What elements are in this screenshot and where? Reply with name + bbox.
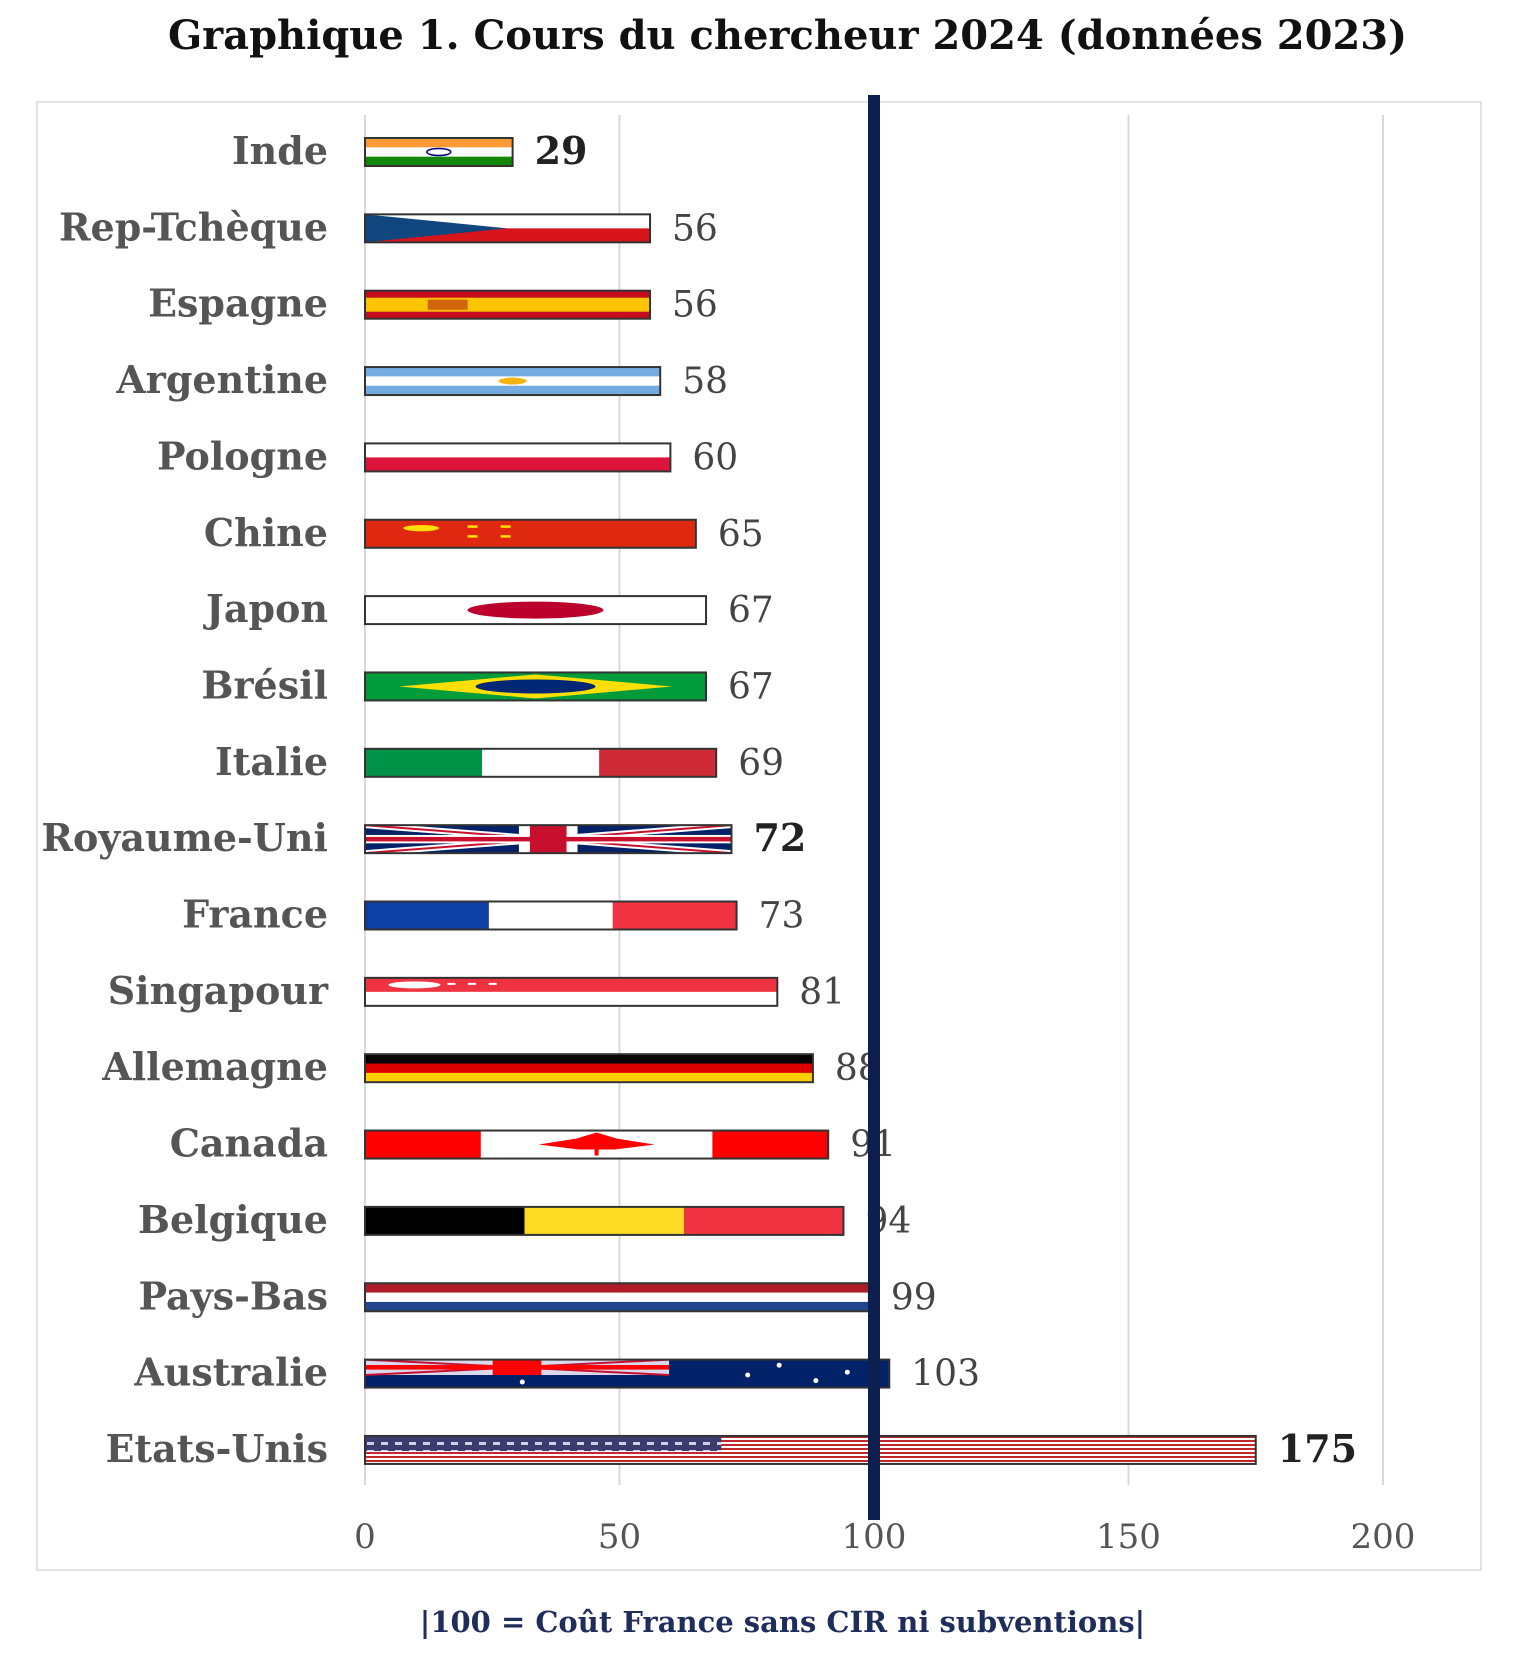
chart-title: Graphique 1. Cours du chercheur 2024 (do… [167, 12, 1408, 59]
value-label: 99 [891, 1277, 937, 1318]
bar-br-sil [364, 671, 708, 702]
bar-argentine [364, 366, 662, 397]
value-label: 65 [718, 514, 764, 555]
bar-royaume-uni [364, 824, 733, 855]
value-label: 72 [753, 815, 806, 860]
value-label: 56 [672, 285, 718, 326]
category-label: Singapour [108, 968, 329, 1013]
bar-inde [364, 137, 514, 167]
bar-france [364, 900, 738, 931]
category-label: Belgique [138, 1197, 328, 1242]
bar-pologne [364, 442, 672, 473]
bar-pays-bas [364, 1282, 870, 1313]
value-label: 103 [911, 1354, 980, 1395]
category-label: Australie [133, 1350, 328, 1395]
category-label: Royaume-Uni [41, 815, 328, 860]
bar-rep-tch-que [364, 213, 652, 244]
value-label: 29 [535, 128, 588, 173]
category-label: Chine [204, 510, 328, 555]
value-label: 67 [728, 590, 774, 631]
bar-belgique [364, 1205, 845, 1236]
category-label: Brésil [201, 662, 328, 707]
bar-etats-unis [364, 1434, 1257, 1465]
footnote: |100 = Coût France sans CIR ni subventio… [419, 1605, 1146, 1639]
reference-line-100 [868, 95, 880, 1520]
x-tick-label: 150 [1096, 1517, 1161, 1557]
category-label: Inde [232, 128, 328, 173]
category-label: Pays-Bas [138, 1273, 328, 1318]
bar-canada [364, 1129, 830, 1160]
bar-chart: Inde 29 Rep-Tchèque 56 Espagne 56 Argentine 58 P… [41, 95, 1416, 1557]
category-label: Pologne [157, 433, 328, 478]
category-label: France [182, 892, 328, 937]
bar-australie [364, 1358, 891, 1389]
x-tick-label: 50 [598, 1517, 641, 1557]
bar-singapour [364, 976, 779, 1007]
value-label: 81 [799, 972, 845, 1013]
category-label: Espagne [148, 281, 328, 326]
value-label: 175 [1278, 1426, 1357, 1471]
bar-espagne [364, 289, 652, 320]
bar-allemagne [364, 1053, 814, 1084]
category-label: Canada [170, 1121, 328, 1166]
category-label: Etats-Unis [106, 1426, 328, 1471]
bar-italie [364, 747, 718, 778]
value-label: 58 [682, 361, 728, 402]
value-label: 60 [692, 437, 738, 478]
category-label: Japon [203, 586, 328, 631]
x-tick-label: 100 [842, 1517, 907, 1557]
chart-frame [36, 101, 1482, 1571]
x-tick-label: 0 [354, 1517, 376, 1557]
category-label: Allemagne [101, 1044, 328, 1089]
category-label: Rep-Tchèque [59, 204, 328, 249]
value-label: 56 [672, 208, 718, 249]
bar-chine [364, 518, 697, 549]
value-label: 67 [728, 666, 774, 707]
category-label: Argentine [115, 357, 328, 402]
x-tick-label: 200 [1351, 1517, 1416, 1557]
value-label: 69 [738, 743, 784, 784]
bar-japon [364, 595, 708, 626]
category-label: Italie [215, 739, 328, 784]
value-label: 73 [759, 896, 805, 937]
